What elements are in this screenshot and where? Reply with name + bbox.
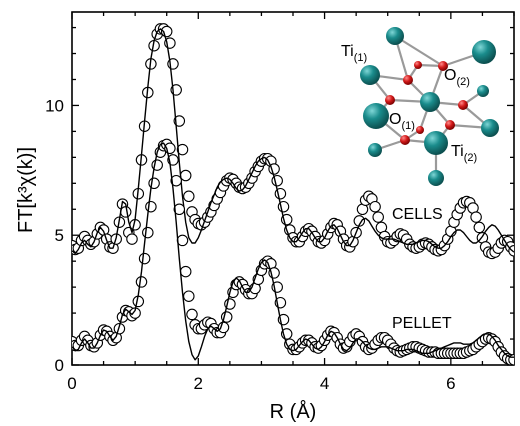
x-tick-label: 0 (67, 374, 76, 393)
data-point (176, 234, 189, 247)
data-point (173, 203, 186, 216)
data-point (142, 226, 154, 239)
data-point (145, 200, 157, 213)
axis-tick-labels: 0 2 4 6 0 5 10 (45, 96, 456, 393)
data-point (135, 276, 148, 288)
data-point (369, 200, 381, 213)
x-tick-label: 2 (194, 374, 203, 393)
x-tick-label: 6 (446, 374, 455, 393)
data-point (119, 206, 132, 218)
data-point (179, 169, 192, 182)
crystal-structure-inset: Ti(1) O(2) O(1) Ti(2) (341, 27, 499, 186)
x-axis-label: R (Å) (270, 400, 317, 423)
series-pellet (72, 138, 514, 365)
data-point (183, 190, 195, 203)
axis-ticks (71, 12, 515, 366)
data-point (372, 211, 384, 223)
inset-label-o1: O(1) (389, 111, 415, 132)
series-label-cells: CELLS (392, 206, 443, 223)
series-pellet-fit-line (72, 142, 514, 361)
inset-label-ti1: Ti(1) (341, 43, 367, 64)
inset-ti-atoms (360, 27, 499, 186)
data-point (473, 221, 486, 234)
series-label-pellet: PELLET (392, 315, 452, 332)
data-point (176, 143, 189, 156)
y-tick-label: 5 (55, 226, 64, 245)
series-cells-experiment (72, 23, 514, 260)
inset-o-atoms (385, 61, 468, 145)
data-point (186, 308, 198, 321)
data-point (470, 211, 482, 223)
data-point (508, 245, 514, 257)
series-cells-fit-line (72, 28, 514, 255)
data-point (138, 252, 151, 265)
plot-area: 0 2 4 6 0 5 10 (45, 11, 515, 393)
inset-label-o2: O(2) (444, 67, 470, 88)
inset-label-ti2: Ti(2) (451, 143, 477, 164)
data-point (126, 233, 138, 245)
data-point (179, 265, 192, 278)
data-point (183, 290, 195, 302)
data-point (173, 115, 186, 127)
y-axis-label: FT[k³χ(k)] (15, 147, 37, 233)
data-point (217, 321, 230, 334)
series-layer (72, 23, 514, 365)
y-tick-label: 10 (45, 96, 64, 115)
series-cells (72, 23, 514, 260)
x-tick-label: 4 (320, 374, 329, 393)
data-point (170, 174, 182, 187)
data-point (508, 354, 514, 365)
y-tick-label: 0 (55, 356, 64, 375)
